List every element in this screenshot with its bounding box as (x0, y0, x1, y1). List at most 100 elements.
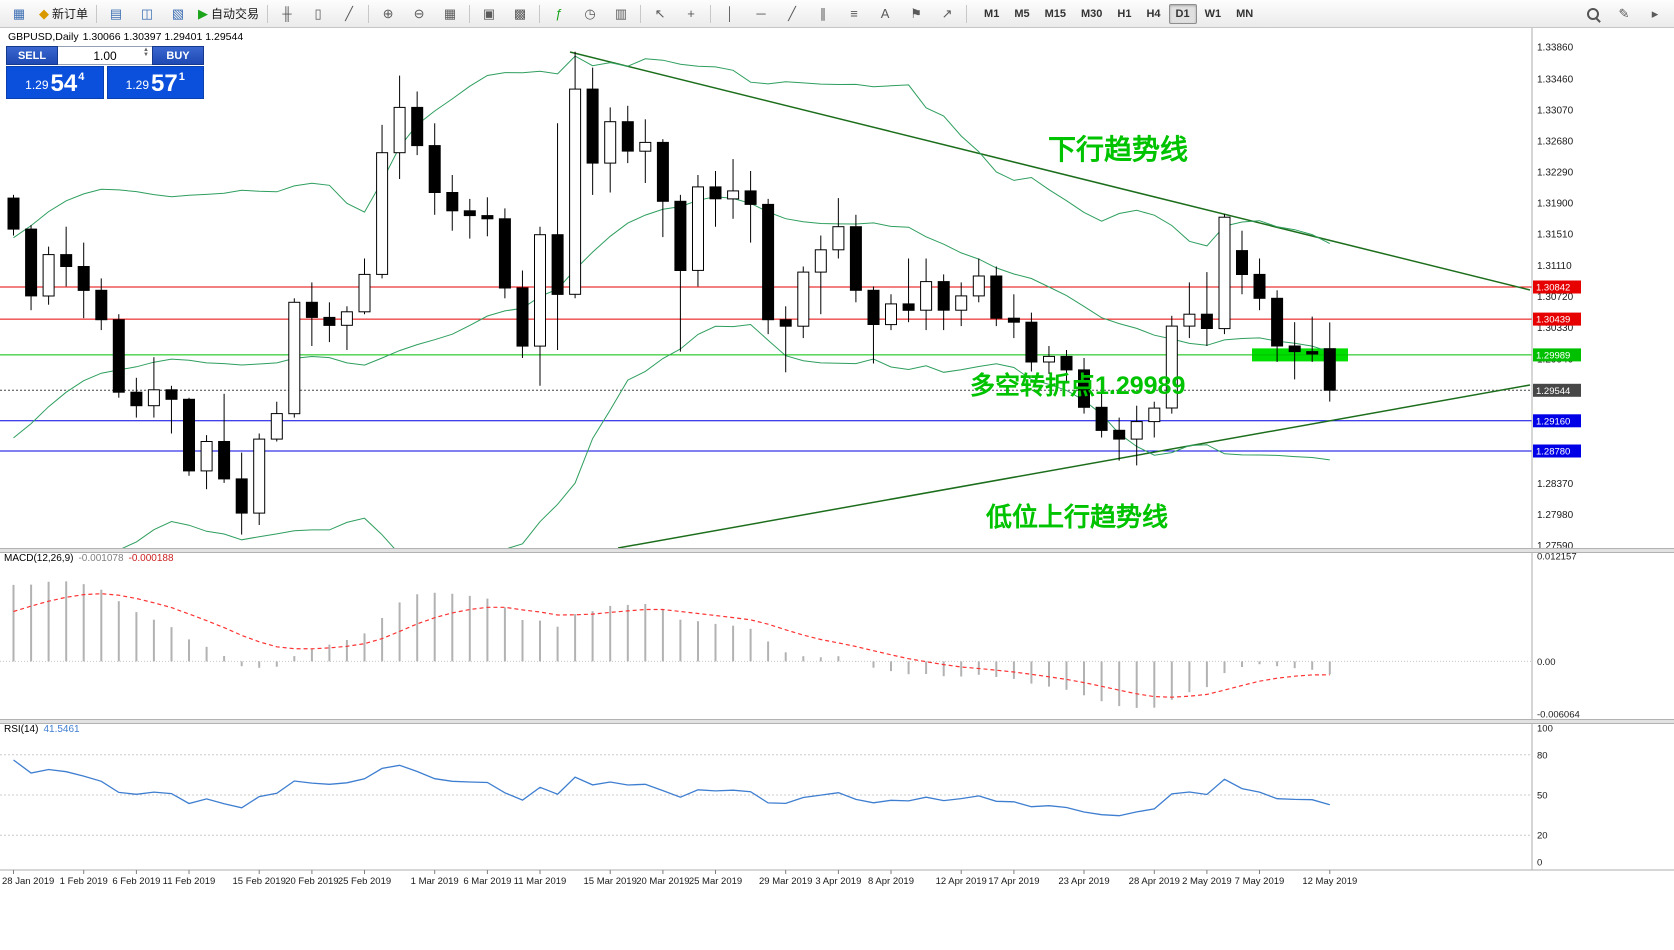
candle-bear[interactable] (1007, 317, 1020, 323)
candle-bull[interactable] (393, 106, 406, 154)
data-window-button[interactable]: ◫ (132, 2, 162, 26)
candle-bear[interactable] (867, 289, 880, 325)
timeframe-m30[interactable]: M30 (1081, 7, 1103, 20)
candle-bull[interactable] (797, 271, 810, 327)
candle-bear[interactable] (762, 203, 775, 321)
timeframe-h4[interactable]: H4 (1146, 7, 1161, 20)
sell-price-display[interactable]: 1.29 54 4 (6, 66, 104, 99)
candle-bull[interactable] (1130, 421, 1143, 440)
templates-button[interactable]: ▥ (606, 2, 636, 26)
timeframe-m15[interactable]: M15 (1044, 7, 1066, 20)
candle-bull[interactable] (1183, 313, 1196, 327)
trend-lines[interactable] (569, 51, 1531, 548)
candle-bear[interactable] (709, 186, 722, 200)
candle-bear[interactable] (1200, 313, 1213, 330)
timeframe-m5[interactable]: M5 (1014, 7, 1030, 20)
panel-splitter-rsi[interactable] (0, 719, 1674, 724)
candle-bear[interactable] (1253, 273, 1266, 299)
candle-bear[interactable] (849, 226, 862, 291)
arrange-windows-button[interactable]: ▩ (505, 2, 535, 26)
candle-bear[interactable] (1323, 348, 1336, 391)
zoom-out-button[interactable]: ⊖ (404, 2, 434, 26)
candle-bear[interactable] (1288, 345, 1301, 353)
candle-bear[interactable] (481, 215, 494, 220)
candle-bull[interactable] (920, 281, 933, 311)
sell-button[interactable]: SELL (6, 46, 58, 65)
candle-bull[interactable] (885, 303, 897, 326)
candle-bear[interactable] (498, 218, 511, 289)
cursor-button[interactable]: ↖ (645, 2, 675, 26)
candle-bull[interactable] (270, 413, 283, 440)
candle-bear[interactable] (744, 190, 757, 205)
arrows-button[interactable]: ↗ (932, 2, 962, 26)
candle-bear[interactable] (621, 121, 634, 152)
new-order-button[interactable]: ◆ 新订单 (35, 2, 92, 26)
candle-bull[interactable] (727, 190, 740, 200)
candle-bear[interactable] (183, 398, 195, 472)
buy-button[interactable]: BUY (152, 46, 204, 65)
label-button[interactable]: ⚑ (901, 2, 931, 26)
candle-bear[interactable] (323, 316, 336, 326)
candle-bear[interactable] (1236, 250, 1248, 276)
candle-bear[interactable] (235, 478, 248, 514)
candle-bear[interactable] (218, 441, 231, 480)
candle-bear[interactable] (463, 210, 476, 217)
trendline-button[interactable]: ╱ (777, 2, 807, 26)
charts-button[interactable]: ▦ (4, 2, 34, 26)
candle-bull[interactable] (534, 234, 546, 347)
candle-bull[interactable] (972, 275, 985, 297)
candle-bear[interactable] (130, 391, 143, 407)
candle-bull[interactable] (1218, 216, 1231, 330)
candle-bear[interactable] (60, 254, 73, 268)
candle-bear[interactable] (551, 234, 564, 295)
horizontal-line-button[interactable]: ─ (746, 2, 776, 26)
candle-bear[interactable] (1025, 321, 1038, 363)
candle-bear[interactable] (674, 200, 687, 271)
candle-bear[interactable] (1113, 429, 1126, 440)
text-button[interactable]: A (870, 2, 900, 26)
overflow-button[interactable]: ▸ (1640, 2, 1670, 26)
candle-bull[interactable] (955, 295, 968, 311)
candle-bull[interactable] (376, 152, 389, 275)
candle-bull[interactable] (253, 438, 266, 514)
candle-bear[interactable] (305, 301, 318, 318)
candle-bear[interactable] (586, 88, 599, 164)
timeframe-m1[interactable]: M1 (984, 7, 1000, 20)
edit-button[interactable]: ✎ (1609, 2, 1639, 26)
fibonacci-button[interactable]: ≡ (839, 2, 869, 26)
candle-bear[interactable] (446, 192, 459, 212)
candle-bear[interactable] (779, 319, 792, 327)
candle-bull[interactable] (639, 141, 652, 152)
candle-bull[interactable] (288, 301, 301, 415)
candle-bear[interactable] (902, 303, 915, 311)
candle-bear[interactable] (1306, 351, 1319, 355)
crosshair-button[interactable]: + (676, 2, 706, 26)
candle-bear[interactable] (7, 197, 20, 230)
candle-bull[interactable] (832, 226, 845, 251)
candle-bear[interactable] (990, 275, 1003, 319)
candle-bear[interactable] (428, 145, 441, 194)
candle-bear[interactable] (77, 266, 90, 291)
candle-bull[interactable] (1165, 325, 1178, 409)
candle-bull[interactable] (692, 186, 704, 271)
candle-bear[interactable] (656, 141, 669, 202)
zoom-in-button[interactable]: ⊕ (373, 2, 403, 26)
candle-bear[interactable] (937, 281, 950, 311)
candle-bear[interactable] (165, 389, 178, 400)
panel-splitter-macd[interactable] (0, 548, 1674, 553)
channel-button[interactable]: ∥ (808, 2, 838, 26)
candle-bear[interactable] (1078, 369, 1090, 408)
candle-bear[interactable] (516, 287, 529, 347)
candlestick-chart-button[interactable]: ▯ (303, 2, 333, 26)
candle-bear[interactable] (1271, 297, 1284, 347)
volume-field[interactable]: ▲▼ (58, 46, 152, 65)
cascade-windows-button[interactable]: ▣ (474, 2, 504, 26)
candle-bull[interactable] (200, 441, 213, 472)
market-watch-button[interactable]: ▤ (101, 2, 131, 26)
candle-bull[interactable] (340, 311, 353, 326)
vertical-line-button[interactable]: │ (715, 2, 745, 26)
timeframe-d1[interactable]: D1 (1168, 3, 1197, 24)
volume-input[interactable] (75, 47, 135, 64)
timeframe-mn[interactable]: MN (1236, 7, 1254, 20)
bar-chart-button[interactable]: ╫ (272, 2, 302, 26)
